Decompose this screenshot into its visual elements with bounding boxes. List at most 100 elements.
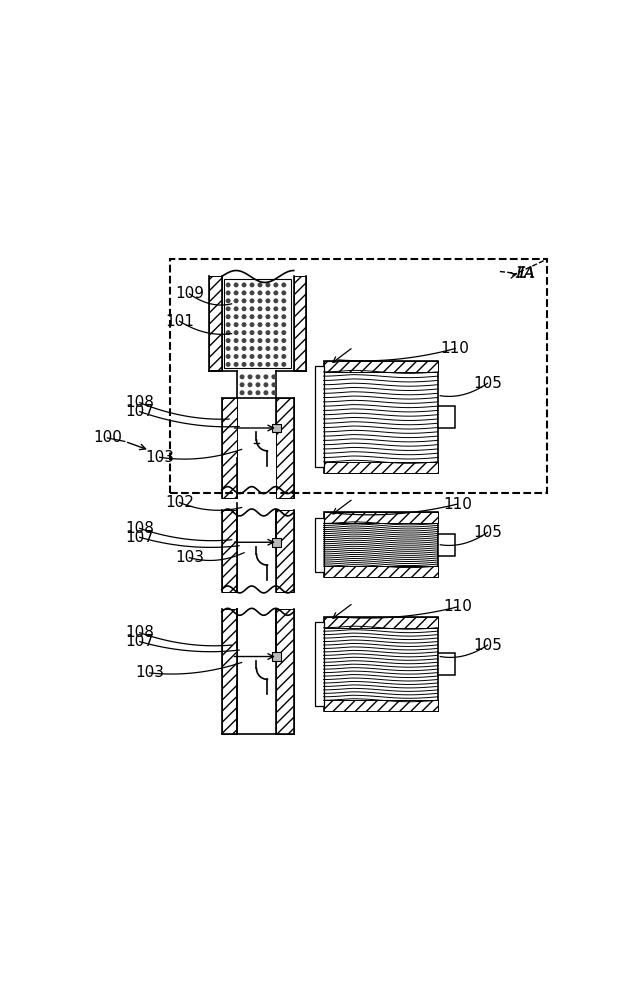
Text: 103: 103 — [175, 550, 204, 565]
Text: 105: 105 — [473, 376, 502, 391]
Bar — [222, 609, 237, 734]
Bar — [315, 622, 324, 706]
Text: 108: 108 — [125, 521, 154, 536]
Circle shape — [249, 362, 254, 367]
Circle shape — [281, 322, 287, 327]
Circle shape — [226, 346, 231, 351]
Circle shape — [233, 338, 238, 343]
Bar — [324, 566, 438, 577]
Circle shape — [256, 382, 260, 387]
Bar — [438, 534, 455, 556]
Circle shape — [281, 306, 287, 311]
Circle shape — [247, 374, 253, 379]
Circle shape — [265, 338, 271, 343]
Circle shape — [258, 346, 262, 351]
Circle shape — [242, 338, 247, 343]
Circle shape — [242, 306, 247, 311]
Circle shape — [240, 382, 245, 387]
Circle shape — [249, 314, 254, 319]
Circle shape — [233, 306, 238, 311]
Circle shape — [265, 314, 271, 319]
Circle shape — [233, 314, 238, 319]
Text: 109: 109 — [175, 286, 204, 301]
Circle shape — [281, 362, 287, 367]
Circle shape — [233, 362, 238, 367]
Circle shape — [265, 282, 271, 287]
Circle shape — [273, 354, 278, 359]
Circle shape — [281, 290, 287, 295]
Circle shape — [273, 322, 278, 327]
Circle shape — [249, 330, 254, 335]
Bar — [222, 398, 237, 498]
Circle shape — [249, 306, 254, 311]
Circle shape — [258, 314, 262, 319]
Circle shape — [240, 390, 245, 395]
Circle shape — [249, 290, 254, 295]
Circle shape — [273, 362, 278, 367]
Text: 110: 110 — [443, 497, 472, 512]
Circle shape — [226, 322, 231, 327]
Circle shape — [273, 290, 278, 295]
Circle shape — [265, 346, 271, 351]
Circle shape — [258, 306, 262, 311]
Circle shape — [281, 298, 287, 303]
Bar — [324, 700, 438, 711]
Circle shape — [249, 346, 254, 351]
Text: ⅡA: ⅡA — [515, 267, 535, 281]
Bar — [324, 512, 438, 577]
Circle shape — [240, 374, 245, 379]
Bar — [315, 366, 324, 467]
Bar — [276, 609, 294, 734]
Circle shape — [226, 298, 231, 303]
Text: 110: 110 — [443, 599, 472, 614]
Circle shape — [249, 298, 254, 303]
Circle shape — [233, 346, 238, 351]
Circle shape — [247, 382, 253, 387]
Bar — [222, 510, 237, 592]
Circle shape — [271, 374, 276, 379]
Circle shape — [281, 314, 287, 319]
Text: ⅡA: ⅡA — [515, 266, 535, 280]
Bar — [324, 617, 438, 628]
Text: 108: 108 — [125, 625, 154, 640]
Circle shape — [258, 290, 262, 295]
Bar — [324, 361, 438, 473]
Circle shape — [265, 298, 271, 303]
Circle shape — [258, 354, 262, 359]
Circle shape — [258, 330, 262, 335]
Circle shape — [242, 330, 247, 335]
Circle shape — [265, 362, 271, 367]
Circle shape — [242, 290, 247, 295]
Circle shape — [263, 382, 269, 387]
Circle shape — [249, 338, 254, 343]
Circle shape — [226, 290, 231, 295]
Circle shape — [226, 282, 231, 287]
Bar — [315, 518, 324, 572]
Circle shape — [256, 390, 260, 395]
Circle shape — [265, 330, 271, 335]
Circle shape — [273, 346, 278, 351]
Text: 100: 100 — [93, 430, 122, 445]
Circle shape — [281, 354, 287, 359]
Text: 105: 105 — [473, 638, 502, 653]
Circle shape — [226, 338, 231, 343]
Circle shape — [242, 314, 247, 319]
Circle shape — [265, 290, 271, 295]
Circle shape — [233, 290, 238, 295]
Bar — [324, 512, 438, 523]
Circle shape — [258, 338, 262, 343]
Circle shape — [273, 282, 278, 287]
Text: 102: 102 — [165, 495, 194, 510]
Circle shape — [226, 306, 231, 311]
Circle shape — [242, 346, 247, 351]
Circle shape — [233, 330, 238, 335]
Text: 110: 110 — [441, 341, 470, 356]
Circle shape — [226, 354, 231, 359]
Circle shape — [273, 338, 278, 343]
Circle shape — [242, 322, 247, 327]
Bar — [272, 652, 281, 661]
Circle shape — [281, 346, 287, 351]
Circle shape — [265, 306, 271, 311]
Bar — [224, 279, 291, 368]
Bar — [272, 424, 281, 432]
